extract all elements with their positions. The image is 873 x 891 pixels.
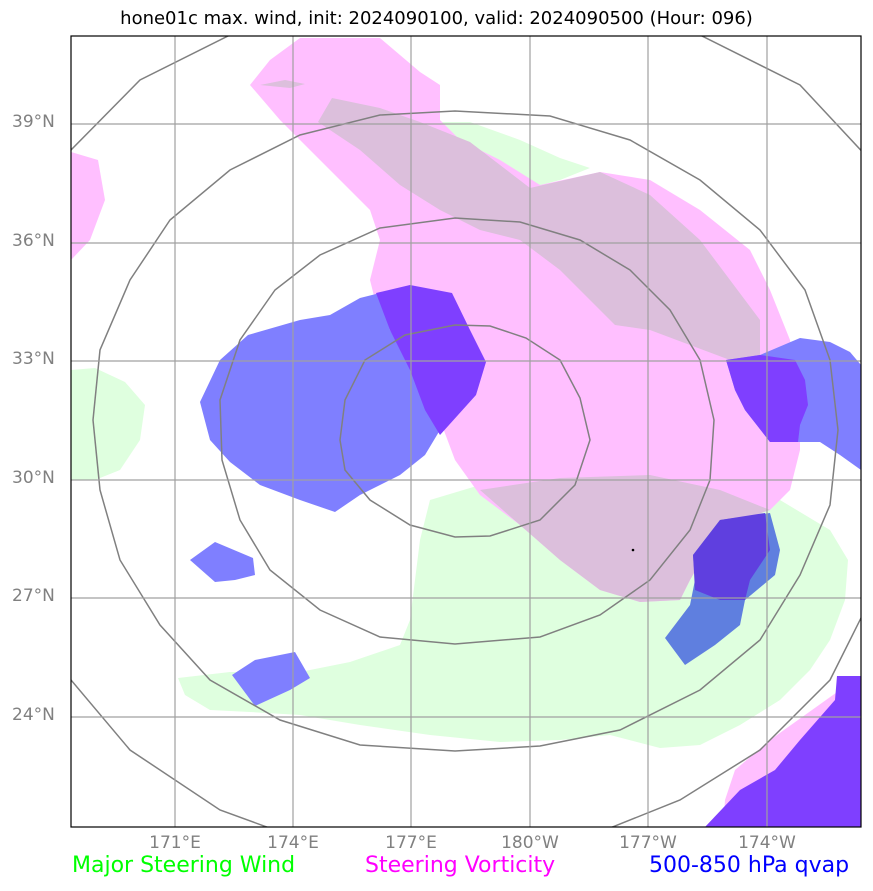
lat-label: 30°N [12,468,55,488]
range-rings [71,36,861,827]
lon-label: 180°W [501,833,559,853]
lon-label: 177°E [385,833,437,853]
lon-label: 174°W [738,833,796,853]
map-frame [70,35,862,828]
range-ring-3 [92,110,839,752]
range-ring-1 [339,324,591,538]
lat-label: 24°N [12,705,55,725]
legend-qvap: 500-850 hPa qvap [649,853,850,878]
legend-steering-wind: Major Steering Wind [72,853,296,878]
legend-steering-vorticity: Steering Vorticity [365,853,556,878]
storm-center-marker [631,548,635,552]
lon-label: 174°E [267,833,319,853]
lat-lon-grid [71,36,861,827]
lon-label: 177°W [619,833,677,853]
lat-label: 27°N [12,586,55,606]
lat-label: 39°N [12,112,55,132]
figure-title: hone01c max. wind, init: 2024090100, val… [120,8,753,29]
range-ring-4 [71,36,861,827]
lat-label: 36°N [12,231,55,251]
range-ring-2 [219,217,715,645]
lat-label: 33°N [12,349,55,369]
lon-label: 171°E [149,833,201,853]
